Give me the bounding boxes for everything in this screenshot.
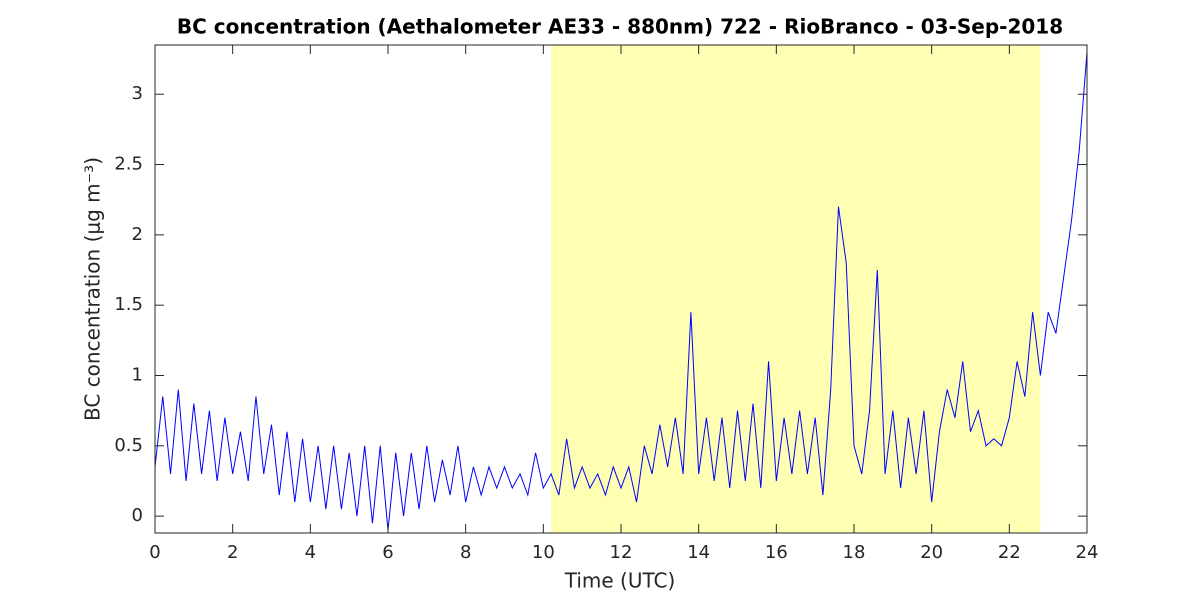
y-tick-label: 2 <box>132 224 143 245</box>
x-tick-label: 16 <box>765 542 788 563</box>
x-tick-label: 12 <box>610 542 633 563</box>
x-tick-label: 22 <box>998 542 1021 563</box>
x-tick-label: 6 <box>382 542 393 563</box>
y-tick-label: 1.5 <box>114 294 143 315</box>
y-tick-label: 0 <box>132 505 143 526</box>
x-tick-label: 18 <box>843 542 866 563</box>
x-tick-label: 14 <box>687 542 710 563</box>
y-tick-label: 1 <box>132 364 143 385</box>
y-tick-label: 0.5 <box>114 435 143 456</box>
x-tick-label: 8 <box>460 542 471 563</box>
x-axis-label: Time (UTC) <box>564 569 676 593</box>
y-axis-label: BC concentration (μg m⁻³) <box>81 157 105 421</box>
x-tick-label: 2 <box>227 542 238 563</box>
x-tick-label: 24 <box>1076 542 1099 563</box>
x-tick-label: 10 <box>532 542 555 563</box>
x-tick-label: 20 <box>920 542 943 563</box>
data-line <box>154 51 1088 531</box>
x-tick-label: 4 <box>305 542 316 563</box>
shaded-span <box>551 45 1041 533</box>
y-tick-label: 2.5 <box>114 154 143 175</box>
y-tick-label: 3 <box>132 83 143 104</box>
chart-title: BC concentration (Aethalometer AE33 - 88… <box>177 15 1063 39</box>
x-tick-label: 0 <box>149 542 160 563</box>
